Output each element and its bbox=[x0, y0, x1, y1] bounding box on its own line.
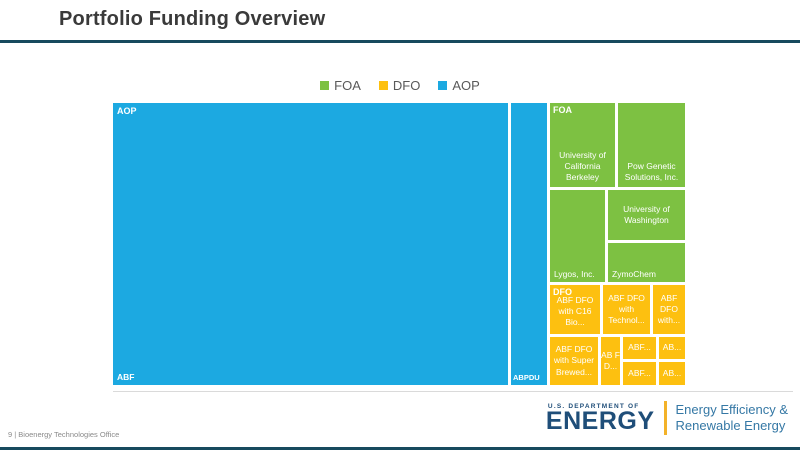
treemap-cell-label: University of California Berkeley bbox=[559, 149, 606, 182]
treemap-cell-label: ZymoChem bbox=[612, 268, 656, 279]
aop-swatch-icon bbox=[438, 81, 448, 90]
page-title: Portfolio Funding Overview bbox=[59, 8, 326, 30]
legend-item-aop: AOP bbox=[438, 78, 480, 93]
treemap-cell-abf-dfo-with: ABF DFO with... bbox=[653, 285, 685, 334]
chart-baseline bbox=[113, 391, 793, 392]
treemap-cell-super-brewed: ABF DFO with Super Brewed... bbox=[550, 337, 598, 385]
treemap-cell-uw: University of Washington bbox=[608, 190, 685, 240]
treemap-cell-abf: AOP ABF bbox=[113, 103, 508, 385]
treemap-chart: AOP ABF ABPDU FOA University of Californ… bbox=[113, 103, 685, 385]
legend-item-dfo: DFO bbox=[378, 78, 421, 93]
title-divider bbox=[0, 40, 800, 43]
treemap-cell-pow-genetic: Pow Genetic Solutions, Inc. bbox=[618, 103, 685, 187]
legend-label-aop: AOP bbox=[452, 78, 480, 93]
treemap-cell-label: Lygos, Inc. bbox=[554, 268, 595, 279]
treemap-cell-small-3: ABF... bbox=[623, 362, 656, 385]
treemap-cell-uc-berkeley: FOA University of California Berkeley bbox=[550, 103, 615, 187]
treemap-cell-small-4: AB... bbox=[659, 362, 685, 385]
treemap-cell-label: ABF DFO with C16 Bio... bbox=[556, 295, 594, 328]
treemap-cell-label: ABF DFO with Super Brewed... bbox=[553, 344, 595, 377]
energy-wordmark: ENERGY bbox=[545, 406, 655, 435]
logo-divider-bar bbox=[663, 401, 667, 435]
treemap-cell-lygos: Lygos, Inc. bbox=[550, 190, 605, 282]
treemap-cell-technol: ABF DFO with Technol... bbox=[603, 285, 650, 334]
doe-department-text: U.S. DEPARTMENT OF bbox=[547, 402, 640, 410]
treemap-cell-c16-bio: DFO ABF DFO with C16 Bio... bbox=[550, 285, 600, 334]
treemap-cell-label: ABF... bbox=[628, 367, 651, 378]
treemap-cell-label: AB... bbox=[662, 342, 682, 353]
treemap-cell-small-2: AB... bbox=[659, 337, 685, 359]
legend-label-foa: FOA bbox=[334, 78, 361, 93]
treemap-cell-abfd: AB F D... bbox=[601, 337, 620, 385]
legend-label-dfo: DFO bbox=[392, 78, 421, 93]
treemap-cell-label: Pow Genetic Solutions, Inc. bbox=[624, 160, 679, 182]
treemap-group-label-aop: AOP bbox=[117, 106, 137, 116]
treemap-cell-zymochem: ZymoChem bbox=[608, 243, 685, 282]
foa-swatch-icon bbox=[320, 81, 330, 90]
chart-legend: FOA DFO AOP bbox=[0, 78, 800, 93]
slide-footer: 9 | Bioenergy Technologies Office bbox=[8, 430, 120, 439]
treemap-cell-abpdu: ABPDU bbox=[511, 103, 547, 385]
treemap-cell-label: ABF... bbox=[628, 342, 651, 353]
eere-office-text: Energy Efficiency & Renewable Energy bbox=[676, 402, 788, 435]
legend-item-foa: FOA bbox=[320, 78, 361, 93]
doe-eere-logo: U.S. DEPARTMENT OF ENERGY Energy Efficie… bbox=[546, 401, 788, 435]
treemap-cell-label: AB... bbox=[662, 367, 682, 378]
treemap-cell-label: ABF DFO with Technol... bbox=[608, 292, 645, 326]
treemap-cell-label: ABF DFO with... bbox=[657, 292, 681, 326]
doe-wordmark-block: U.S. DEPARTMENT OF ENERGY bbox=[546, 403, 655, 434]
bottom-accent-bar bbox=[0, 447, 800, 450]
treemap-cell-small-1: ABF... bbox=[623, 337, 656, 359]
treemap-cell-label-abf: ABF bbox=[117, 371, 135, 382]
treemap-cell-label: AB F D... bbox=[601, 349, 620, 371]
treemap-cell-label-abpdu: ABPDU bbox=[513, 373, 540, 383]
dfo-swatch-icon bbox=[378, 81, 388, 90]
treemap-group-label-foa: FOA bbox=[553, 105, 572, 115]
treemap-group-label-dfo: DFO bbox=[553, 287, 572, 297]
eere-line-2: Renewable Energy bbox=[675, 418, 786, 433]
treemap-cell-label: University of Washington bbox=[623, 203, 670, 225]
eere-line-1: Energy Efficiency & bbox=[675, 401, 788, 417]
